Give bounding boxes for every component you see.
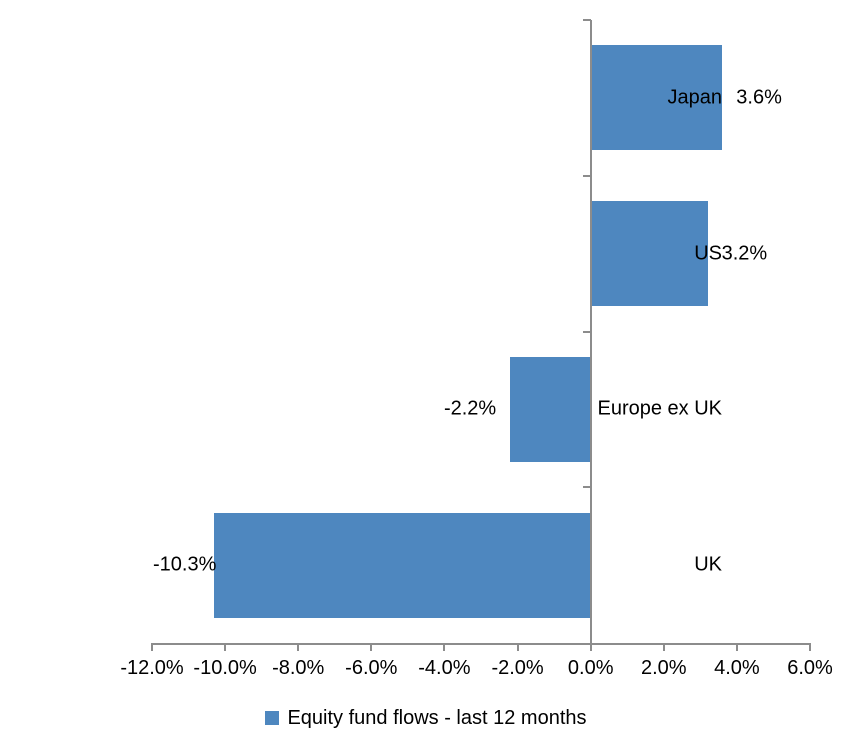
x-axis-tick-label: -2.0% bbox=[491, 657, 544, 679]
x-axis-tick bbox=[662, 643, 665, 651]
y-axis-zero-line bbox=[589, 20, 592, 651]
x-axis-tick bbox=[224, 643, 227, 651]
category-label: UK bbox=[694, 553, 722, 576]
category-axis-tick bbox=[582, 174, 591, 177]
category-label: Japan bbox=[667, 86, 723, 109]
x-axis-tick bbox=[589, 643, 592, 651]
x-axis-tick-label: -6.0% bbox=[345, 657, 398, 679]
x-axis-line bbox=[152, 643, 810, 645]
x-axis-tick bbox=[370, 643, 373, 651]
x-axis-tick-label: -8.0% bbox=[272, 657, 325, 679]
category-axis-tick bbox=[582, 330, 591, 333]
x-axis-tick-label: -10.0% bbox=[193, 657, 257, 679]
bar bbox=[214, 512, 591, 618]
x-axis-tick bbox=[516, 643, 519, 651]
bar bbox=[510, 356, 591, 462]
x-axis-tick-label: -4.0% bbox=[418, 657, 471, 679]
bar bbox=[590, 45, 723, 151]
bar bbox=[590, 201, 708, 307]
x-axis-tick-label: 4.0% bbox=[714, 657, 760, 679]
x-axis-tick-label: 6.0% bbox=[787, 657, 833, 679]
category-label: US bbox=[694, 242, 722, 265]
x-axis-tick-label: 2.0% bbox=[641, 657, 687, 679]
x-axis-tick bbox=[735, 643, 738, 651]
bar-value-label: -10.3% bbox=[153, 553, 217, 576]
legend: Equity fund flows - last 12 months bbox=[0, 704, 852, 732]
legend-swatch bbox=[265, 711, 280, 725]
bar-value-label: -2.2% bbox=[443, 397, 497, 420]
x-axis-tick bbox=[443, 643, 446, 651]
x-axis-tick-label: -12.0% bbox=[120, 657, 184, 679]
x-axis-tick bbox=[809, 643, 811, 651]
x-axis-tick bbox=[297, 643, 300, 651]
x-axis-tick bbox=[151, 643, 153, 651]
category-axis-tick bbox=[582, 19, 591, 21]
legend-label: Equity fund flows - last 12 months bbox=[287, 707, 587, 729]
x-axis-tick-label: 0.0% bbox=[567, 657, 614, 679]
bar-value-label: 3.2% bbox=[721, 242, 768, 265]
category-axis-tick bbox=[582, 486, 591, 489]
bar-value-label: 3.6% bbox=[736, 86, 782, 109]
category-label: Europe ex UK bbox=[597, 397, 722, 420]
